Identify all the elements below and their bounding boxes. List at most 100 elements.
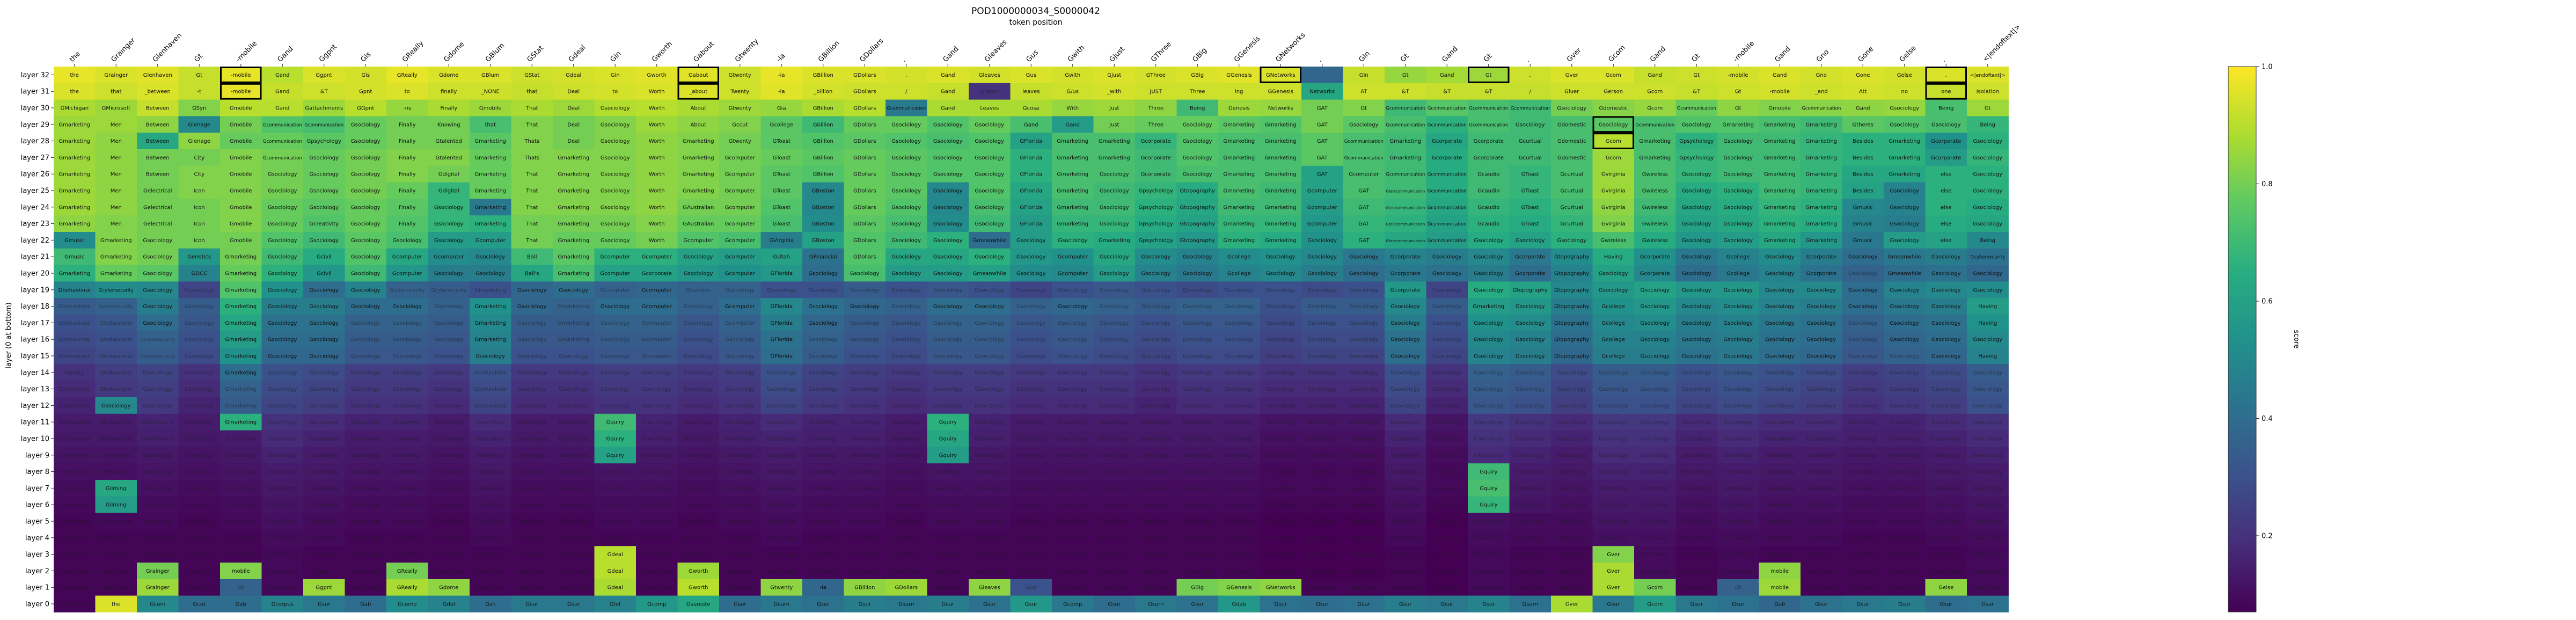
heatmap-cell <box>677 149 720 166</box>
cell-label: Gsociology <box>559 453 588 458</box>
cell-label: GIn <box>1359 72 1368 78</box>
cell-label: Gbehavioral <box>58 287 91 293</box>
cell-label: Gmarketing <box>100 271 132 277</box>
cell-label: Gsociology <box>434 304 464 310</box>
cell-label: Gsociology <box>725 568 755 574</box>
heatmap-cell <box>428 199 470 216</box>
cell-label: Gsociology <box>434 420 464 426</box>
cell-label: Gcollege <box>1601 304 1625 310</box>
heatmap-cell <box>969 133 1011 150</box>
heatmap-cell <box>1634 182 1676 199</box>
heatmap-cell <box>261 116 304 133</box>
cell-label: Gsociology <box>1141 469 1170 475</box>
cell-label: Gsur <box>1857 602 1870 608</box>
cell-label: Gsociology <box>309 155 339 161</box>
cell-label: Gsociology <box>1100 568 1129 574</box>
cell-label: to <box>612 89 618 95</box>
y-tick-label: layer 6 <box>25 501 49 509</box>
cell-label: Gsociology <box>1183 519 1212 525</box>
cell-label: Gsociology <box>767 502 796 508</box>
heatmap-cell <box>220 149 262 166</box>
cell-label: Gmarketing <box>1639 155 1671 161</box>
x-tick-label: Gone <box>1856 45 1875 64</box>
cell-label: Gtelecommunication <box>1386 222 1425 227</box>
cell-label: Gsociology <box>1307 320 1337 326</box>
cell-label: Gsociology <box>1307 337 1337 343</box>
cell-label: Gbehavioral <box>100 320 133 326</box>
cell-label: Gmarketing <box>1099 155 1130 161</box>
cell-label: Gsociology <box>1890 221 1919 227</box>
cell-label: Gsociology <box>1224 519 1254 525</box>
heatmap-cell <box>1260 116 1302 133</box>
heatmap-cell <box>1426 116 1468 133</box>
cell-label: Gsociology <box>1016 436 1046 442</box>
heatmap-cell <box>1842 149 1884 166</box>
heatmap-cell <box>885 165 927 183</box>
heatmap-cell <box>1052 149 1094 166</box>
heatmap-cell <box>802 67 844 84</box>
cell-label: Gsociology <box>143 403 172 409</box>
heatmap-cell <box>677 83 720 100</box>
heatmap-cell <box>54 182 96 199</box>
cell-label: Gsociology <box>1183 172 1212 178</box>
cell-label: _with <box>1107 89 1121 95</box>
cell-label: Gsur <box>1815 602 1828 608</box>
cell-label: Glenage <box>188 138 210 144</box>
cell-label: Gsociology <box>1640 519 1670 525</box>
cell-label: Gsociology <box>1391 535 1420 541</box>
cell-label: Gcomputer <box>642 254 672 260</box>
heatmap-cell <box>844 83 886 100</box>
heatmap-cell <box>1759 149 1801 166</box>
cell-label: Gsociology <box>1890 519 1919 525</box>
heatmap-cell <box>1675 149 1718 166</box>
heatmap-cell <box>1218 99 1260 116</box>
heatmap-cell <box>1925 116 1967 133</box>
heatmap-cell <box>719 199 761 216</box>
cell-label: Gsociology <box>1474 535 1503 541</box>
cell-label: Gsociology <box>975 519 1004 525</box>
cell-label: Gsociology <box>1058 287 1087 293</box>
heatmap-cell <box>345 83 387 100</box>
cell-label: Gsociology <box>1890 486 1919 492</box>
cell-label: Gsociology <box>1224 287 1254 293</box>
cell-label: Gpnt <box>359 89 372 95</box>
cell-label: Gsociology <box>1224 403 1254 409</box>
cell-label: Gcommunication <box>1428 172 1467 178</box>
cell-label: Gcorporate <box>1474 138 1504 144</box>
cell-label: mobile <box>1770 585 1789 591</box>
cell-label: Gsociology <box>351 354 380 360</box>
cell-label: Gdeal <box>608 568 623 574</box>
cell-label: Gsur <box>567 602 580 608</box>
cell-label: Gsociology <box>1391 386 1420 392</box>
cell-label: Gmusic <box>64 238 84 244</box>
cell-label: Gsociology <box>1349 469 1379 475</box>
cell-label: Gsociology <box>351 535 380 541</box>
heatmap-cell <box>386 165 428 183</box>
heatmap-cell <box>553 83 595 100</box>
heatmap-cell <box>636 182 678 199</box>
heatmap-cell <box>802 116 844 133</box>
heatmap-cell <box>1468 99 1510 116</box>
cell-label: Gpsychology <box>1139 238 1173 244</box>
cell-label: Gsociology <box>1474 320 1503 326</box>
cell-label: Gsociology <box>684 354 713 360</box>
cell-label: -ns <box>403 106 411 112</box>
cell-label: Gsociology <box>185 502 214 508</box>
cell-label: That <box>525 122 538 128</box>
cell-label: Gbillion <box>813 122 833 128</box>
cell-label: Gtopography <box>1554 254 1590 260</box>
cell-label: Gsur <box>1191 602 1204 608</box>
cell-label: GFlorida <box>1020 172 1042 178</box>
cell-label: Gsur <box>526 602 539 608</box>
cell-label: Gsociology <box>1266 453 1296 458</box>
cell-label: Gsociology <box>1058 386 1087 392</box>
cell-label: -t <box>197 89 201 95</box>
cell-label: Gsociology <box>1516 337 1545 343</box>
cell-label: Gsociology <box>1890 568 1919 574</box>
cell-label: Gsociology <box>1474 453 1503 458</box>
heatmap-cell <box>760 116 803 133</box>
cell-label: Gsociology <box>975 453 1004 458</box>
cell-label: GBoston <box>812 221 835 227</box>
cell-label: Gsociology <box>1224 386 1254 392</box>
cell-label: Gsociology <box>1973 502 2002 508</box>
